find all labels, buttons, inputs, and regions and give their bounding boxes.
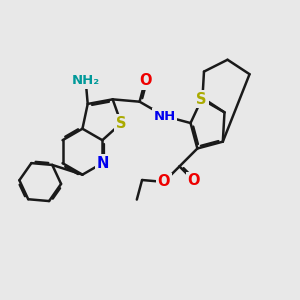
Text: NH: NH: [153, 110, 176, 122]
Text: NH₂: NH₂: [72, 74, 100, 87]
Text: N: N: [96, 156, 109, 171]
Text: O: O: [158, 174, 170, 189]
Text: O: O: [188, 173, 200, 188]
Text: S: S: [196, 92, 207, 107]
Text: S: S: [116, 116, 126, 131]
Text: O: O: [139, 73, 152, 88]
